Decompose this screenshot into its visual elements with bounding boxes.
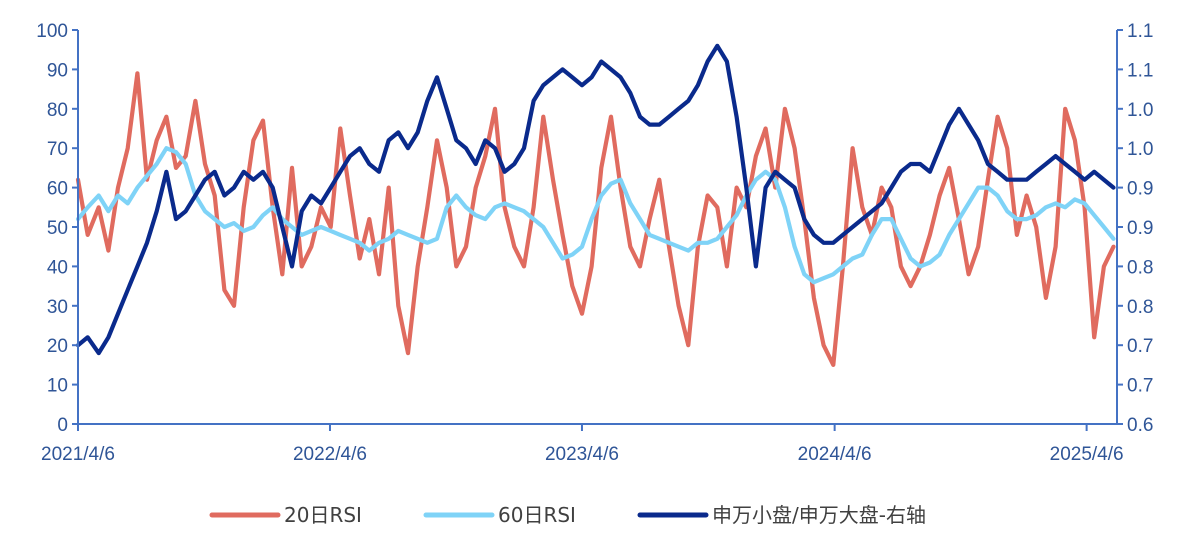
right-y-tick-label: 0.9 bbox=[1127, 179, 1153, 200]
left-y-tick-label: 30 bbox=[47, 297, 68, 318]
right-y-tick-label: 0.8 bbox=[1127, 297, 1153, 318]
legend-label: 60日RSI bbox=[498, 503, 576, 527]
series-line-60d-rsi bbox=[75, 146, 1116, 285]
legend: 20日RSI 60日RSI 申万小盘/申万大盘-右轴 bbox=[209, 503, 926, 527]
legend-item: 60日RSI bbox=[423, 503, 576, 527]
series-layer bbox=[75, 43, 1116, 367]
right-y-tick-label: 0.6 bbox=[1127, 415, 1153, 436]
x-tick-label: 2025/4/6 bbox=[1050, 444, 1124, 465]
legend-label: 20日RSI bbox=[284, 503, 362, 527]
right-y-tick-label: 0.7 bbox=[1127, 336, 1153, 357]
legend-item: 申万小盘/申万大盘-右轴 bbox=[637, 503, 926, 527]
axes-layer: 0 10 20 30 40 50 60 70 80 90 100 0.6 0.7 0.7 0.8 0.8 0.9… bbox=[36, 21, 1153, 465]
right-y-tick-label: 1.0 bbox=[1127, 139, 1153, 160]
series-line-20d-rsi bbox=[75, 71, 1116, 367]
left-y-tick-label: 20 bbox=[47, 336, 68, 357]
left-y-tick-label: 40 bbox=[47, 257, 68, 278]
x-tick-label: 2021/4/6 bbox=[41, 444, 115, 465]
left-y-tick-label: 0 bbox=[57, 415, 68, 436]
left-y-tick-label: 50 bbox=[47, 218, 68, 239]
right-y-tick-label: 0.7 bbox=[1127, 376, 1153, 397]
right-y-tick-label: 1.1 bbox=[1127, 60, 1153, 81]
left-y-tick-label: 10 bbox=[47, 376, 68, 397]
series-line-small-large-ratio bbox=[75, 43, 1116, 356]
x-tick-label: 2024/4/6 bbox=[798, 444, 872, 465]
right-y-tick-label: 1.0 bbox=[1127, 100, 1153, 121]
legend-label: 申万小盘/申万大盘-右轴 bbox=[712, 503, 926, 527]
left-y-tick-label: 60 bbox=[47, 179, 68, 200]
left-y-tick-label: 80 bbox=[47, 100, 68, 121]
left-y-tick-label: 70 bbox=[47, 139, 68, 160]
right-y-tick-label: 0.8 bbox=[1127, 257, 1153, 278]
left-y-tick-label: 90 bbox=[47, 60, 68, 81]
x-tick-label: 2023/4/6 bbox=[545, 444, 619, 465]
x-tick-label: 2022/4/6 bbox=[293, 444, 367, 465]
right-y-tick-label: 1.1 bbox=[1127, 21, 1153, 42]
left-y-tick-label: 100 bbox=[36, 21, 68, 42]
right-y-tick-label: 0.9 bbox=[1127, 218, 1153, 239]
legend-item: 20日RSI bbox=[209, 503, 362, 527]
